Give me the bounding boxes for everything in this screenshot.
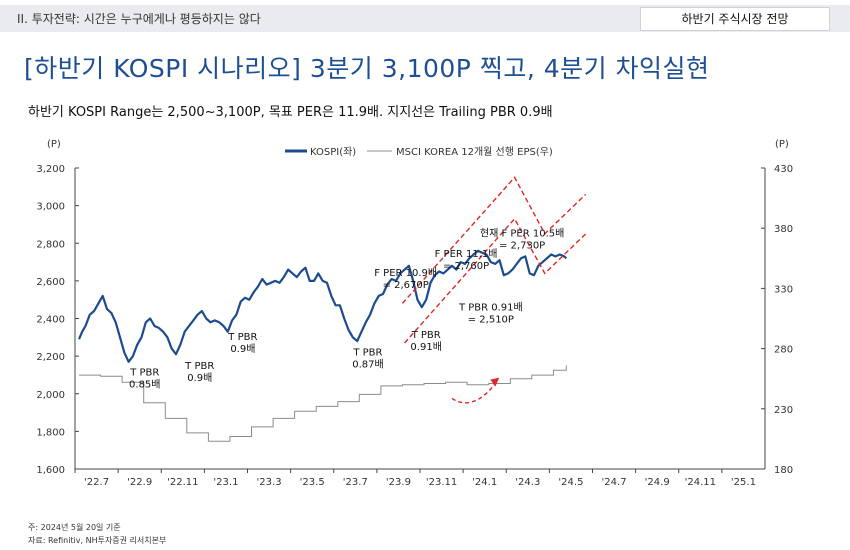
annotation-label: T PBR <box>352 347 382 358</box>
scenario-upper-dashed-line <box>401 176 587 304</box>
annotation-label: T PBR <box>184 361 214 372</box>
annotation-label: 0.91배 <box>410 341 441 353</box>
scenario-lower-dashed-line <box>404 217 587 344</box>
page-title: [하반기 KOSPI 시나리오] 3분기 3,100P 찍고, 4분기 차익실현 <box>24 54 710 83</box>
y-right-tick-label: 280 <box>774 345 793 356</box>
annotation-label: 0.9배 <box>187 372 212 384</box>
x-tick-label: '24.3 <box>515 477 540 488</box>
annotation-label: 0.9배 <box>230 343 255 355</box>
x-tick-label: '22.7 <box>84 477 109 488</box>
y-right-unit: (P) <box>775 139 789 150</box>
legend-label-kospi: KOSPI(좌) <box>310 146 356 158</box>
x-tick-label: '23.9 <box>386 477 411 488</box>
y-right-tick-label: 430 <box>774 164 793 175</box>
y-right-tick-label: 230 <box>774 405 793 416</box>
y-left-tick-label: 2,200 <box>36 352 65 363</box>
section-label: II. 투자전략: 시간은 누구에게나 평등하지는 않다 <box>17 12 261 26</box>
x-tick-label: '22.9 <box>127 477 152 488</box>
footnote: 주: 2024년 5월 20일 기준 <box>28 523 121 532</box>
y-right-tick-label: 180 <box>774 465 793 476</box>
chart-plot-area <box>77 176 587 442</box>
y-right-tick-label: 330 <box>774 284 793 295</box>
x-tick-label: '23.3 <box>257 477 282 488</box>
annotation-label: = 2,670P <box>383 280 429 291</box>
y-left-tick-label: 2,000 <box>36 390 65 401</box>
annotation-label: 현재 F PER 10.5배 <box>480 227 564 239</box>
section-tab[interactable]: 하반기 주식시장 전망 <box>640 7 830 31</box>
x-tick-label: '24.11 <box>685 477 716 488</box>
y-left-tick-label: 3,000 <box>36 202 65 213</box>
chart-legend: KOSPI(좌) MSCI KOREA 12개월 선행 EPS(우) <box>285 146 553 158</box>
kospi-series-line <box>77 249 568 363</box>
y-left-tick-label: 2,600 <box>36 277 65 288</box>
annotation-label: 0.85배 <box>129 379 160 391</box>
legend-label-eps: MSCI KOREA 12개월 선행 EPS(우) <box>396 146 553 158</box>
x-tick-label: '24.5 <box>558 477 583 488</box>
annotation-label: T PBR 0.91배 <box>458 302 523 314</box>
annotation-label: F PER 10.9배 <box>374 267 437 279</box>
y-left-tick-label: 2,800 <box>36 239 65 250</box>
x-tick-label: '23.1 <box>213 477 238 488</box>
y-left-tick-label: 1,800 <box>36 427 65 438</box>
annotation-label: T PBR <box>411 330 441 341</box>
chart-axes: (P) (P) 1,600 1,800 2,000 2,200 2,400 2,600 2,80… <box>36 139 793 488</box>
x-tick-label: '24.9 <box>645 477 670 488</box>
y-left-tick-label: 1,600 <box>36 465 65 476</box>
annotation-label: F PER 11.1배 <box>435 248 498 260</box>
annotation-label: 0.87배 <box>352 358 383 370</box>
chart-subtitle: 하반기 KOSPI Range는 2,500~3,100P, 목표 PER은 1… <box>28 105 553 120</box>
annotation-label: T PBR <box>227 332 257 343</box>
source-note: 자료: Refinitiv, NH투자증권 리서치본부 <box>28 536 167 545</box>
annotation-label: = 2,760P <box>443 261 489 272</box>
x-tick-label: '23.11 <box>426 477 457 488</box>
annotation-label: T PBR <box>129 368 159 379</box>
eps-trend-arrowhead <box>490 377 500 387</box>
x-tick-label: '25.1 <box>731 477 756 488</box>
x-tick-label: '24.7 <box>602 477 627 488</box>
y-left-tick-label: 2,400 <box>36 315 65 326</box>
x-tick-label: '23.5 <box>300 477 325 488</box>
x-tick-label: '22.11 <box>167 477 198 488</box>
y-left-unit: (P) <box>47 139 61 150</box>
annotation-label: = 2,510P <box>468 315 514 326</box>
y-right-tick-label: 380 <box>774 224 793 235</box>
y-left-tick-label: 3,200 <box>36 164 65 175</box>
x-tick-label: '23.7 <box>343 477 368 488</box>
annotation-label: = 2,730P <box>499 240 545 251</box>
x-tick-label: '24.1 <box>472 477 497 488</box>
